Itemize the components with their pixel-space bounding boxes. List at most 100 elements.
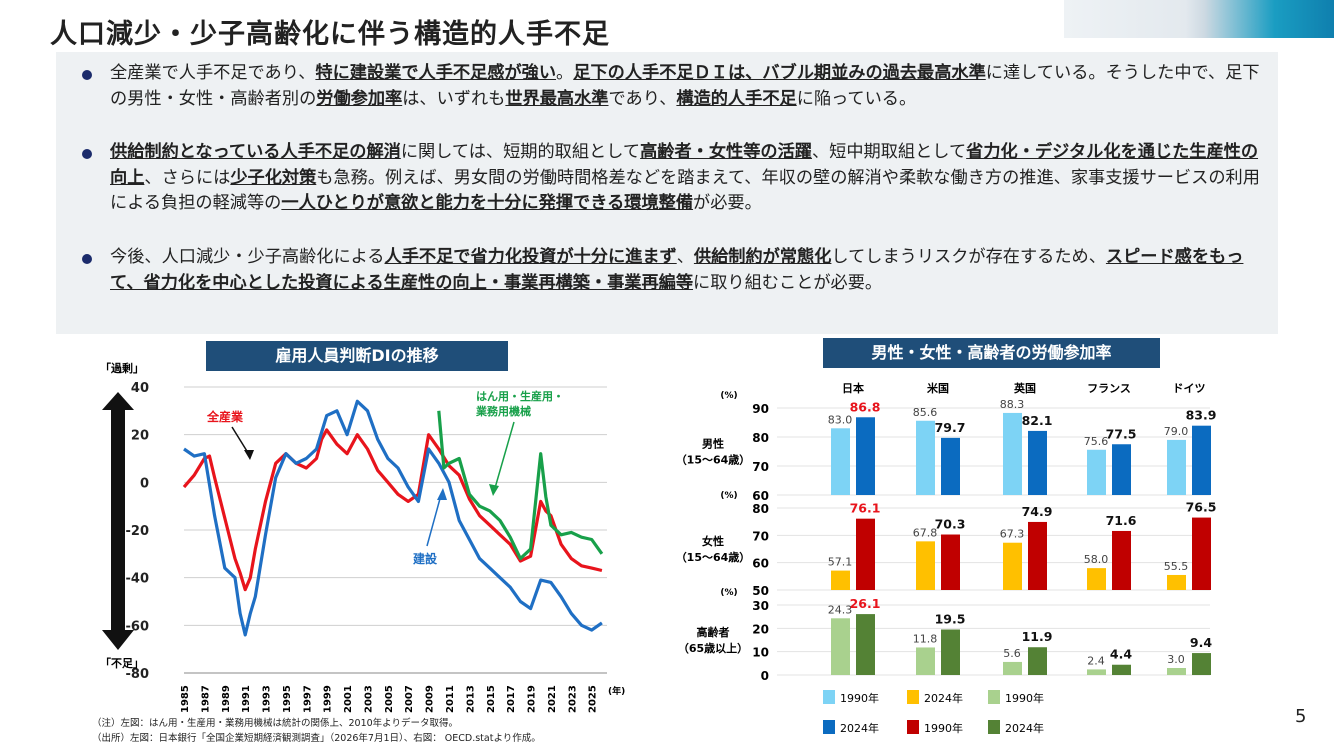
value-label-1990: 83.0	[828, 413, 853, 426]
panel-label: （65歳以上）	[678, 641, 748, 655]
value-label-1990: 79.0	[1164, 425, 1189, 438]
bullet-dot	[82, 149, 92, 159]
bar-1990	[831, 570, 850, 590]
panel-label: 女性	[702, 534, 724, 548]
bar-1990	[1087, 449, 1106, 495]
value-label-2024: 74.9	[1022, 504, 1053, 519]
x-tick-label: 2001	[343, 685, 354, 713]
bullet-2: 供給制約となっている人手不足の解消に関しては、短期的取組として高齢者・女性等の活…	[82, 140, 1262, 217]
bar-2024	[1028, 521, 1047, 590]
x-axis-label: (年)	[608, 685, 625, 697]
value-label-2024: 71.6	[1106, 513, 1137, 528]
bullet-segment: が必要。	[693, 193, 762, 213]
bar-2024	[941, 629, 960, 675]
value-label-1990: 88.3	[1000, 398, 1025, 411]
x-tick-label: 2013	[465, 685, 476, 713]
x-tick-label: 2021	[547, 685, 558, 713]
value-label-2024: 26.1	[850, 596, 881, 611]
y-tick-label: 20	[752, 622, 769, 636]
bullet-emphasis: 人手不足で省力化投資が十分に進まず	[384, 247, 677, 267]
y-tick-label: 40	[131, 381, 149, 396]
bullet-emphasis: 足下の人手不足ＤＩは、バブル期並みの過去最高水準	[573, 63, 986, 83]
bullet-emphasis: 供給制約となっている人手不足の解消	[110, 142, 401, 162]
annotation-arrowhead	[244, 450, 254, 460]
annotation-arrowhead	[437, 488, 447, 500]
bullet-segment: に達している。そうした中で、足下の男性・女性・高齢者別の	[110, 63, 1260, 109]
y-tick-label: -80	[126, 667, 150, 682]
unit-label: (%)	[720, 588, 737, 598]
legend-swatch	[907, 720, 919, 734]
bullet-segment: 、短中期取組として	[811, 142, 967, 162]
bullet-text: 全産業で人手不足であり、特に建設業で人手不足感が強い。足下の人手不足ＤＩは、バブ…	[110, 61, 1262, 112]
y-tick-label: 0	[140, 476, 149, 491]
note-line: （注）左図：はん用・生産用・業務用機械は統計の関係上、2010年よりデータ取得。	[92, 718, 458, 729]
legend-swatch	[823, 690, 835, 704]
value-label-2024: 77.5	[1106, 426, 1137, 441]
bullet-dot	[82, 70, 92, 80]
value-label-1990: 58.0	[1084, 553, 1109, 566]
x-tick-label: 2007	[404, 685, 415, 713]
category-label: 米国	[926, 381, 949, 395]
value-label-1990: 5.6	[1003, 647, 1021, 660]
page-title: 人口減少・少子高齢化に伴う構造的人手不足	[50, 19, 610, 50]
left-chart-title: 雇用人員判断DIの推移	[206, 341, 508, 371]
bar-2024	[1112, 444, 1131, 495]
panel-label: 男性	[702, 437, 724, 451]
panel-label: （15〜64歳）	[676, 453, 751, 467]
axis-top-label: 「過剰」	[100, 361, 144, 375]
x-tick-label: 1993	[262, 685, 273, 713]
x-tick-label: 2025	[588, 685, 599, 713]
bullet-emphasis: 特に建設業で人手不足感が強い	[315, 63, 557, 83]
source-line: （出所）左図：日本銀行「全国企業短期経済観測調査」（2026年7月1日）、右図：…	[92, 733, 541, 744]
x-tick-label: 2005	[384, 685, 395, 713]
bullet-segment: であり、	[608, 88, 677, 109]
category-label: 日本	[842, 381, 864, 395]
labor-participation-bar-chart: 日本 米国 英国 フランス ドイツ (%) 90 80 70 60 男性 （15〜64歳） 83.0 85…	[676, 381, 1217, 735]
y-tick-label: 60	[752, 557, 769, 571]
bullet-segment: に取り組むことが必要。	[693, 272, 883, 293]
bar-1990	[1003, 661, 1022, 675]
bullet-emphasis: 省力化・デジタル化を通じた生産性の向上	[110, 142, 1259, 188]
annotation-construction: 建設	[412, 551, 438, 566]
y-tick-label: 30	[752, 599, 769, 613]
bullet-emphasis: 労働参加率	[316, 88, 403, 109]
value-label-1990: 67.3	[1000, 528, 1025, 541]
x-tick-label: 2009	[425, 685, 436, 713]
y-tick-label: 70	[752, 460, 769, 474]
x-tick-label: 1987	[200, 685, 211, 713]
bar-2024	[1028, 647, 1047, 675]
x-tick-label: 1989	[221, 685, 232, 713]
panel-label: 高齢者	[697, 625, 730, 639]
series-line-0	[182, 428, 603, 592]
bullet-emphasis: 高齢者・女性等の活躍	[640, 142, 812, 162]
x-tick-label: 2003	[363, 685, 374, 713]
axis-bottom-label: 「不足」	[100, 656, 144, 670]
annotation-machinery-1: はん用・生産用・	[476, 389, 564, 403]
bullet-text: 今後、人口減少・少子高齢化による人手不足で省力化投資が十分に進まず、供給制約が常…	[110, 245, 1262, 296]
value-label-2024: 19.5	[935, 612, 966, 627]
y-tick-label: 70	[752, 529, 769, 543]
summary-box: 全産業で人手不足であり、特に建設業で人手不足感が強い。足下の人手不足ＤＩは、バブ…	[56, 52, 1278, 334]
bar-2024	[941, 534, 960, 590]
bullet-segment: に陥っている。	[796, 88, 917, 109]
bullet-text: 供給制約となっている人手不足の解消に関しては、短期的取組として高齢者・女性等の活…	[110, 140, 1262, 217]
value-label-1990: 55.5	[1164, 560, 1189, 573]
legend-label: 2024年	[1005, 721, 1044, 735]
bullet-segment: に関しては、短期的取組として	[400, 142, 641, 162]
x-tick-label: 2017	[506, 685, 517, 713]
category-label: 英国	[1013, 381, 1036, 395]
bar-1990	[1003, 542, 1022, 590]
header-decoration	[1064, 0, 1334, 38]
value-label-2024: 79.7	[935, 420, 966, 435]
value-label-1990: 24.3	[828, 603, 853, 616]
value-label-2024: 9.4	[1190, 635, 1212, 650]
legend-label: 1990年	[1005, 691, 1044, 705]
bullet-segment: 全産業で人手不足であり、	[110, 63, 316, 83]
y-tick-label: -20	[126, 524, 150, 539]
bullet-segment: してしまうリスクが存在するため、	[831, 247, 1106, 267]
legend-swatch	[988, 690, 1000, 704]
value-label-2024: 76.5	[1186, 500, 1217, 515]
category-label: フランス	[1087, 382, 1131, 395]
x-tick-label: 2019	[527, 685, 538, 713]
bullet-emphasis: 世界最高水準	[505, 88, 609, 109]
